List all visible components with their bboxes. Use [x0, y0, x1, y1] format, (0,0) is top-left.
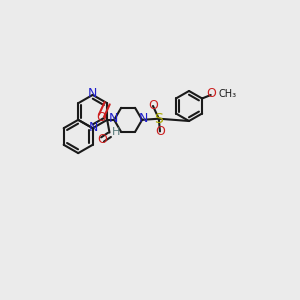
- Text: O: O: [206, 87, 216, 101]
- Text: O: O: [155, 125, 165, 138]
- Text: O: O: [148, 100, 158, 112]
- Text: N: N: [88, 87, 98, 100]
- Text: S: S: [154, 112, 163, 126]
- Text: N: N: [89, 121, 98, 134]
- Text: H: H: [112, 127, 121, 137]
- Text: O: O: [96, 111, 106, 124]
- Text: N: N: [108, 112, 118, 124]
- Text: N: N: [139, 112, 148, 124]
- Text: CH₃: CH₃: [218, 89, 236, 99]
- Text: O: O: [98, 133, 107, 146]
